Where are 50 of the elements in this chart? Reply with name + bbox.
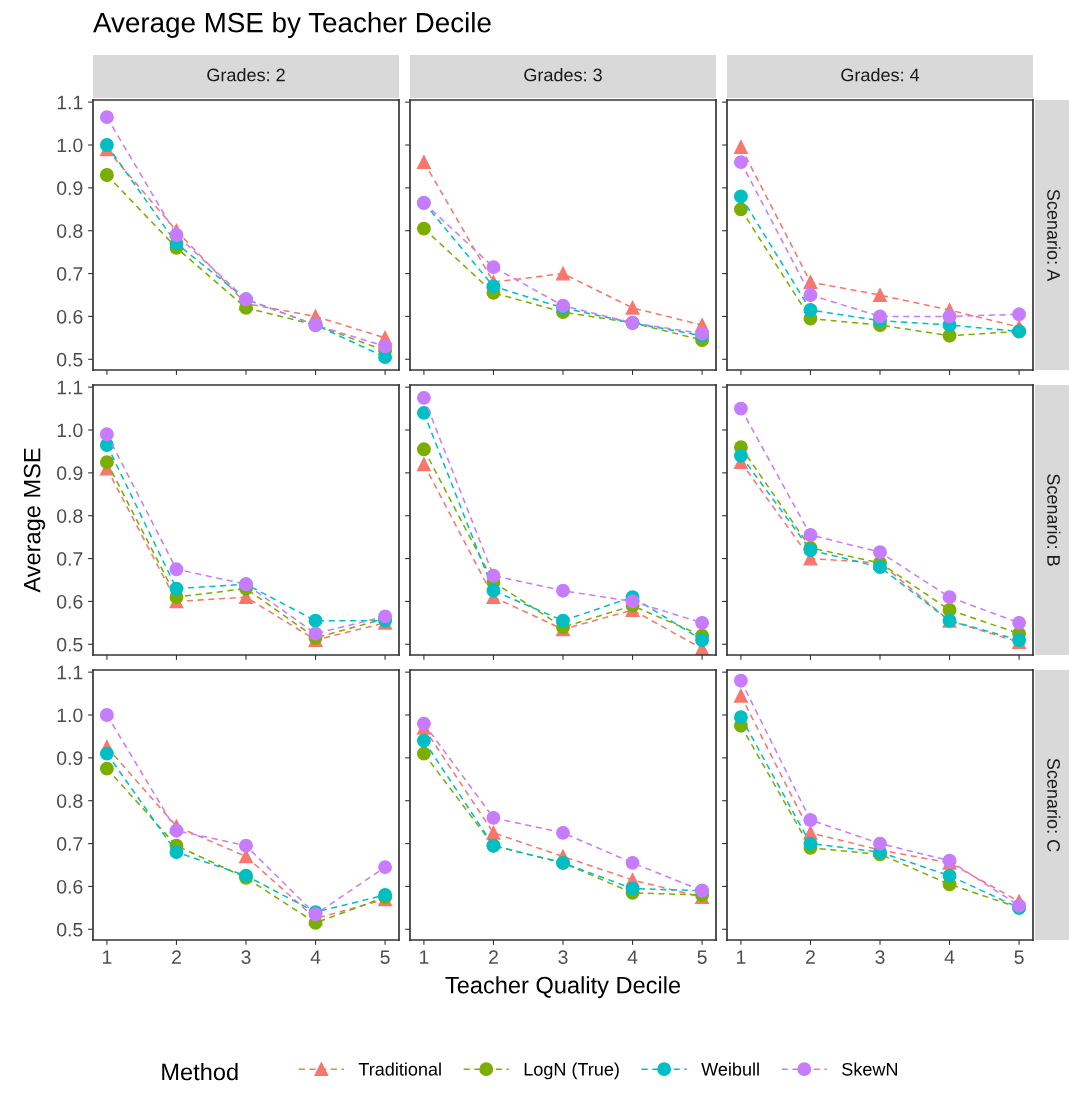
legend-title: Method — [162, 1062, 238, 1081]
x-axis-title: Teacher Quality Decile — [445, 976, 681, 999]
y-tick-label: 0.7 — [57, 837, 83, 851]
x-tick-label: 4 — [944, 950, 955, 964]
y-tick-label: 1.0 — [57, 708, 83, 723]
x-tick-label: 3 — [241, 950, 251, 964]
x-tick-label: 1 — [419, 950, 429, 964]
x-tick-label: 5 — [1014, 950, 1024, 964]
y-tick-label: 0.8 — [57, 509, 83, 523]
text: Scenario: A — [1047, 189, 1061, 282]
y-tick-label: 0.9 — [57, 751, 83, 766]
legend-label: LogN (True) — [524, 1062, 619, 1080]
x-tick-label: 1 — [736, 950, 746, 964]
y-axis-title: Average MSE — [23, 448, 46, 593]
legend-label: Traditional — [358, 1062, 441, 1076]
y-tick-label: 0.5 — [57, 637, 83, 652]
y-tick-label: 1.1 — [57, 665, 83, 680]
y-tick-label: 0.9 — [57, 466, 83, 481]
y-tick-label: 0.7 — [57, 552, 83, 566]
y-tick-label: 0.6 — [57, 309, 83, 324]
y-tick-label: 1.1 — [57, 95, 83, 110]
y-tick-label: 0.6 — [57, 879, 83, 894]
x-tick-label: 3 — [558, 950, 568, 964]
y-tick-label: 1.0 — [57, 423, 83, 438]
x-tick-label: 5 — [697, 950, 707, 964]
y-tick-label: 0.6 — [57, 594, 83, 609]
legend-label: Weibull — [701, 1062, 759, 1076]
chart-title: Average MSE by Teacher Decile — [93, 12, 491, 38]
y-tick-label: 0.9 — [57, 181, 83, 196]
chart-subtitle: Grades: 4 — [841, 68, 920, 82]
x-tick-label: 2 — [172, 950, 181, 964]
text: Scenario: B — [1047, 474, 1061, 566]
text: Scenario: C — [1047, 758, 1061, 852]
x-tick-label: 5 — [380, 950, 390, 964]
y-tick-label: 1.0 — [57, 138, 83, 153]
x-tick-label: 1 — [102, 950, 112, 964]
y-tick-label: 0.7 — [57, 267, 83, 281]
x-tick-label: 3 — [875, 950, 885, 964]
y-tick-label: 0.8 — [57, 224, 83, 238]
chart-subtitle: Grades: 2 — [207, 68, 285, 82]
x-tick-label: 2 — [806, 950, 815, 964]
x-tick-label: 4 — [310, 950, 321, 964]
y-tick-label: 0.5 — [57, 352, 83, 367]
y-tick-label: 0.5 — [57, 922, 83, 937]
x-tick-label: 2 — [489, 950, 498, 964]
legend-label: SkewN — [842, 1062, 897, 1076]
y-tick-label: 1.1 — [57, 380, 83, 395]
x-tick-label: 4 — [627, 950, 638, 964]
y-tick-label: 0.8 — [57, 794, 83, 808]
chart-subtitle: Grades: 3 — [524, 68, 602, 82]
